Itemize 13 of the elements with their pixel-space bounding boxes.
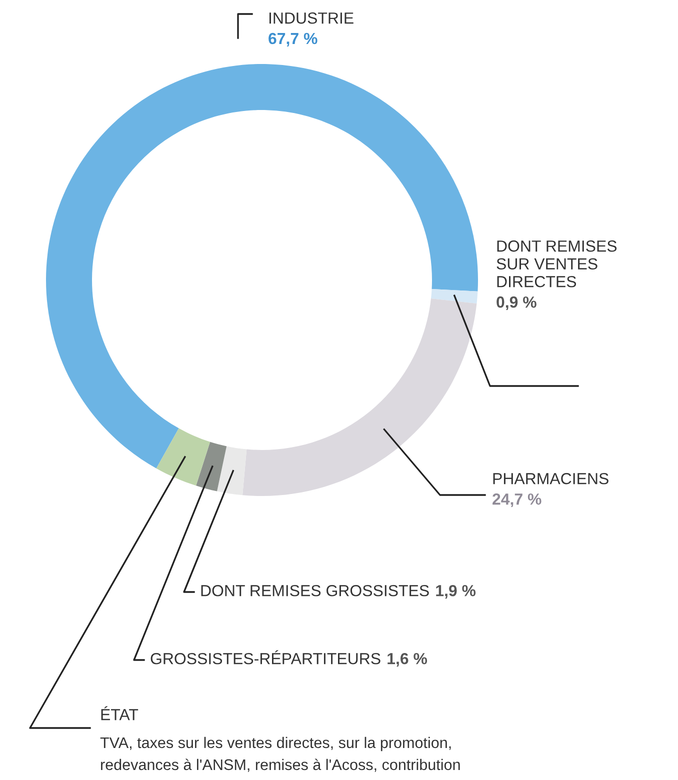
data-label: 0,9 % bbox=[496, 296, 536, 310]
data-label: 24,7 % bbox=[492, 493, 542, 508]
data-label: 67,7 % bbox=[268, 32, 318, 46]
slice-label: DONT REMISES SUR VENTES DIRECTES bbox=[496, 240, 617, 288]
slice-label: INDUSTRIE bbox=[269, 12, 354, 24]
text: TVA, taxes sur les ventes directes, sur la promotion, bbox=[100, 736, 451, 752]
slice-label: DONT REMISES GROSSISTES bbox=[201, 584, 429, 596]
slice-label: PHARMACIENS bbox=[493, 472, 608, 484]
text: redevances à l'ANSM, remises à l'Acoss, contribution bbox=[101, 758, 460, 772]
data-label: 1,6 % bbox=[388, 652, 428, 667]
slice-label: GROSSISTES-RÉPARTITEURS bbox=[150, 650, 380, 664]
slice-label: ÉTAT bbox=[101, 706, 138, 720]
data-label: 1,9 % bbox=[436, 584, 476, 599]
